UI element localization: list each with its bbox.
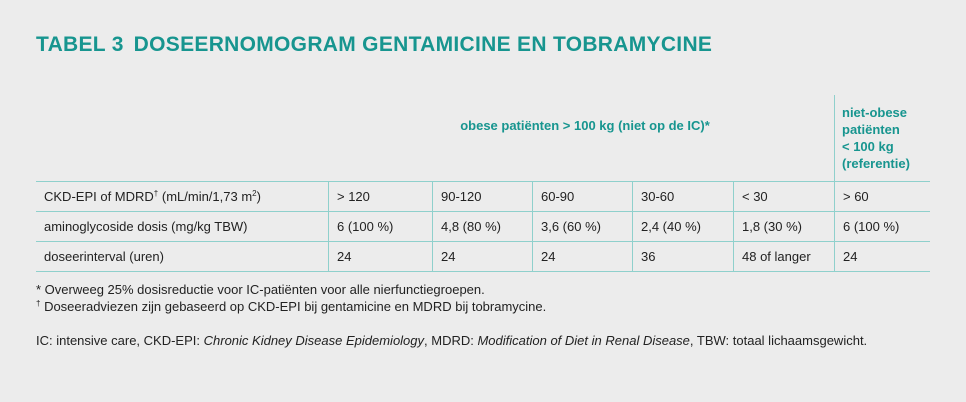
abbreviations: IC: intensive care, CKD-EPI: Chronic Kid… [36, 333, 868, 348]
table-cell: 1,8 (30 %) [733, 212, 802, 241]
table-row: aminoglycoside dosis (mg/kg TBW) 6 (100 … [36, 211, 930, 241]
table-cell: 36 [632, 242, 655, 271]
table-cell: 30-60 [632, 182, 674, 211]
header-nonobese-line: (referentie) [842, 156, 910, 171]
table-number: TABEL 3 [36, 33, 124, 56]
footnote-dosing-advice: † Doseeradviezen zijn gebaseerd op CKD-E… [36, 299, 547, 314]
header-nonobese-line: patiënten [842, 122, 900, 137]
table-cell: 90-120 [432, 182, 481, 211]
table-cell: 2,4 (40 %) [632, 212, 701, 241]
table-row: CKD-EPI of MDRD† (mL/min/1,73 m2) > 120 … [36, 181, 930, 211]
header-nonobese-line: niet-obese [842, 105, 908, 120]
table-cell: 6 (100 %) [328, 212, 393, 241]
header-obese-patients: obese patiënten > 100 kg (niet op de IC)… [460, 118, 710, 133]
table-footnotes: * Overweeg 25% dosisreductie voor IC-pat… [36, 281, 930, 349]
table-cell: 60-90 [532, 182, 574, 211]
table-header: obese patiënten > 100 kg (niet op de IC)… [36, 95, 930, 181]
table-cell: > 120 [328, 182, 370, 211]
table-cell: 6 (100 %) [834, 212, 899, 241]
table-cell: 4,8 (80 %) [432, 212, 501, 241]
row-label: aminoglycoside dosis (mg/kg TBW) [44, 219, 248, 234]
table-cell: 24 [532, 242, 555, 271]
table-cell: 48 of langer [733, 242, 811, 271]
table-cell: 3,6 (60 %) [532, 212, 601, 241]
table-cell: 24 [834, 242, 857, 271]
table-cell: > 60 [834, 182, 869, 211]
dosing-table: obese patiënten > 100 kg (niet op de IC)… [36, 95, 930, 272]
table-title: TABEL 3 DOSEERNOMOGRAM GENTAMICINE EN TOB… [36, 33, 712, 57]
header-nonobese-line: < 100 kg [842, 139, 894, 154]
table-row: doseerinterval (uren) 24 24 24 36 48 of … [36, 241, 930, 272]
table-title-text: DOSEERNOMOGRAM GENTAMICINE EN TOBRAMYCIN… [133, 33, 713, 56]
row-label: doseerinterval (uren) [44, 249, 164, 264]
footnote-ic-reduction: * Overweeg 25% dosisreductie voor IC-pat… [36, 282, 485, 297]
table-cell: < 30 [733, 182, 768, 211]
table-cell: 24 [432, 242, 455, 271]
header-non-obese-patients: niet-obese patiënten < 100 kg (referenti… [842, 104, 932, 172]
row-label: CKD-EPI of MDRD† (mL/min/1,73 m2) [44, 189, 261, 204]
table-cell: 24 [328, 242, 351, 271]
